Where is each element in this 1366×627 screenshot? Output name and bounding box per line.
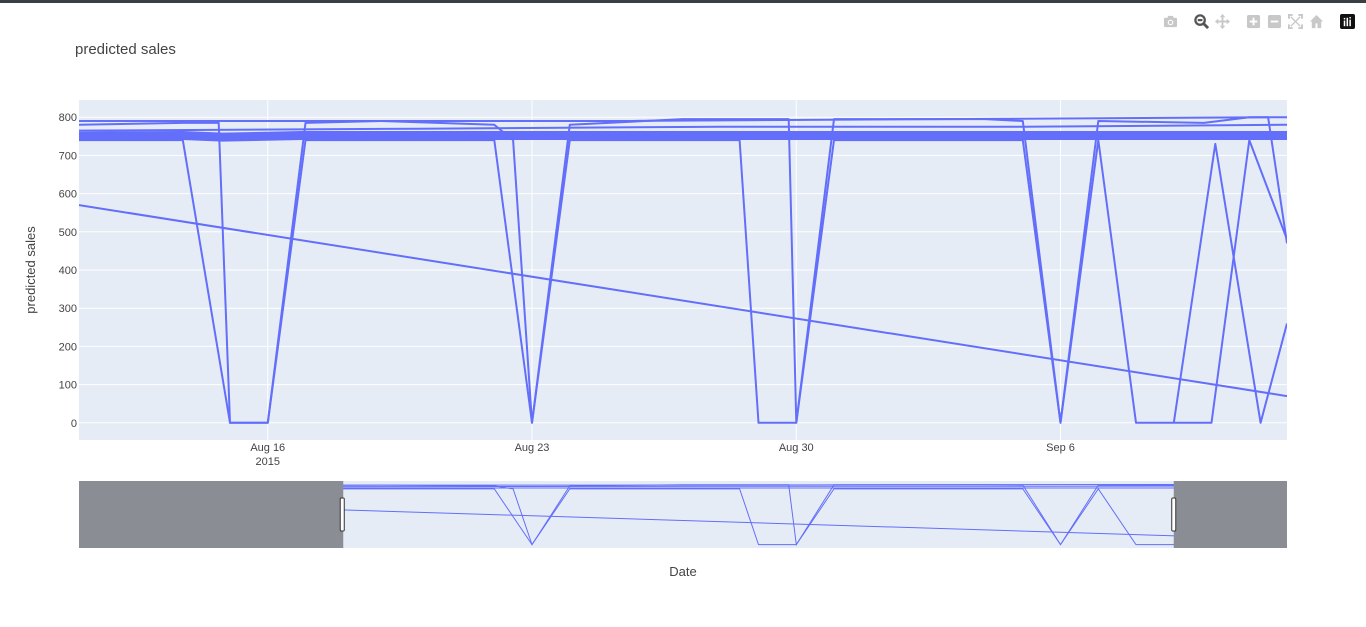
- y-tick-label: 0: [71, 418, 77, 430]
- range-slider-mask-right: [1173, 481, 1287, 548]
- pan-icon: [1215, 13, 1230, 29]
- series-line: [79, 116, 1287, 122]
- range-slider-handle-right[interactable]: [1171, 497, 1177, 532]
- series-line: [79, 116, 1287, 424]
- x-tick-sublabel: 2015: [256, 456, 280, 468]
- zoom-in-icon: [1246, 14, 1261, 28]
- y-tick-label: 100: [59, 380, 77, 392]
- range-slider-mask-left: [79, 481, 344, 548]
- y-axis-label: predicted sales: [23, 226, 38, 314]
- camera-icon: [1163, 15, 1178, 27]
- range-slider-handle-left[interactable]: [339, 497, 345, 532]
- series-line: [79, 131, 1287, 142]
- y-tick-labels: 0 100 200 300 400 500 600 700 800: [59, 112, 77, 430]
- x-axis-label: Date: [669, 564, 696, 579]
- window-top-border: [0, 0, 1366, 3]
- x-tick-label: Aug 23: [515, 442, 550, 454]
- y-tick-label: 600: [59, 189, 77, 201]
- x-tick-label: Aug 16: [250, 442, 285, 454]
- autoscale-button[interactable]: [1287, 13, 1304, 30]
- series-line: [1172, 142, 1287, 424]
- reset-axes-button[interactable]: [1308, 13, 1325, 30]
- zoom-icon: [1194, 13, 1209, 29]
- zoom-out-icon: [1267, 14, 1282, 28]
- download-plot-button[interactable]: [1162, 13, 1179, 30]
- chart-title: predicted sales: [75, 41, 176, 58]
- series-line: [79, 123, 1287, 132]
- zoom-button[interactable]: [1193, 13, 1210, 30]
- zoom-in-button[interactable]: [1245, 13, 1262, 30]
- y-tick-label: 500: [59, 227, 77, 239]
- y-tick-label: 300: [59, 303, 77, 315]
- home-icon: [1309, 14, 1324, 28]
- zoom-out-button[interactable]: [1266, 13, 1283, 30]
- pan-button[interactable]: [1214, 13, 1231, 30]
- x-tick-label: Aug 30: [779, 442, 814, 454]
- series-line: [79, 204, 1287, 398]
- plot-modebar: [1162, 12, 1356, 30]
- autoscale-icon: [1288, 13, 1303, 29]
- plotly-logo[interactable]: [1339, 13, 1356, 30]
- series-lines: [79, 116, 1287, 424]
- y-gridlines: [79, 116, 1287, 424]
- x-tick-labels: Aug 16 2015 Aug 23 Aug 30 Sep 6: [250, 442, 1075, 468]
- y-tick-label: 400: [59, 265, 77, 277]
- y-tick-label: 800: [59, 112, 77, 124]
- y-tick-label: 200: [59, 341, 77, 353]
- plotly-logo-icon: [1340, 13, 1355, 29]
- x-tick-label: Sep 6: [1046, 442, 1075, 454]
- y-tick-label: 700: [59, 150, 77, 162]
